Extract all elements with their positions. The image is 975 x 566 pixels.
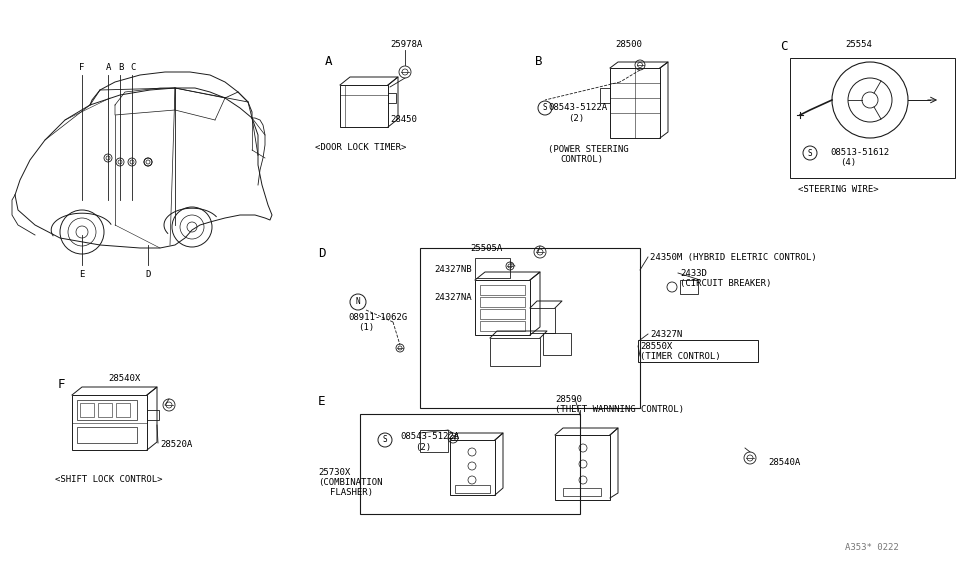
- Text: 25505A: 25505A: [470, 244, 502, 253]
- Bar: [77, 427, 137, 443]
- Text: <STEERING WIRE>: <STEERING WIRE>: [798, 185, 878, 194]
- Text: 28500: 28500: [615, 40, 642, 49]
- Text: 24327N: 24327N: [650, 330, 682, 339]
- Text: 25978A: 25978A: [390, 40, 422, 49]
- Text: (TIMER CONTROL): (TIMER CONTROL): [640, 352, 721, 361]
- Text: 2433D: 2433D: [680, 269, 707, 278]
- Text: 08911-1062G: 08911-1062G: [348, 313, 408, 322]
- Text: E: E: [318, 395, 326, 408]
- Text: 28520A: 28520A: [160, 440, 192, 449]
- Text: A353* 0222: A353* 0222: [845, 543, 899, 552]
- Text: 08543-5122A: 08543-5122A: [548, 103, 607, 112]
- Text: 25730X: 25730X: [318, 468, 350, 477]
- Text: F: F: [79, 63, 85, 72]
- Text: A: A: [106, 63, 111, 72]
- Bar: [420, 248, 640, 408]
- Text: 25554: 25554: [845, 40, 872, 49]
- Bar: [80, 403, 94, 417]
- Text: B: B: [535, 55, 542, 68]
- Text: (2): (2): [415, 443, 431, 452]
- Text: E: E: [79, 270, 85, 279]
- Bar: [77, 400, 137, 420]
- Bar: [360, 414, 580, 514]
- Text: (THEFT WARNNING CONTROL): (THEFT WARNNING CONTROL): [555, 405, 684, 414]
- Text: N: N: [356, 298, 361, 307]
- Bar: [72, 395, 147, 450]
- Bar: [563, 488, 601, 496]
- Text: D: D: [145, 270, 150, 279]
- Bar: [600, 88, 610, 103]
- Text: 08513-51612: 08513-51612: [830, 148, 889, 157]
- Text: (POWER STEERING: (POWER STEERING: [548, 145, 629, 154]
- Text: B: B: [118, 63, 124, 72]
- Text: <SHIFT LOCK CONTROL>: <SHIFT LOCK CONTROL>: [55, 475, 163, 484]
- Text: 08543-5122A: 08543-5122A: [400, 432, 459, 441]
- Text: (1): (1): [358, 323, 374, 332]
- Text: S: S: [807, 148, 812, 157]
- Bar: [555, 435, 610, 500]
- Text: 28540X: 28540X: [108, 374, 140, 383]
- Text: FLASHER): FLASHER): [330, 488, 373, 497]
- Bar: [147, 410, 159, 420]
- Text: 24350M (HYBRID ELETRIC CONTROL): 24350M (HYBRID ELETRIC CONTROL): [650, 253, 817, 262]
- Bar: [388, 93, 396, 103]
- Text: F: F: [58, 378, 65, 391]
- Bar: [475, 280, 530, 335]
- Text: 28450: 28450: [390, 115, 417, 124]
- Text: S: S: [382, 435, 387, 444]
- Text: S: S: [543, 104, 547, 113]
- Text: 28590: 28590: [555, 395, 582, 404]
- Bar: [490, 338, 540, 366]
- Text: (COMBINATION: (COMBINATION: [318, 478, 382, 487]
- Text: C: C: [130, 63, 136, 72]
- Text: C: C: [780, 40, 788, 53]
- Text: 28540A: 28540A: [768, 458, 800, 467]
- Text: D: D: [318, 247, 326, 260]
- Text: CONTROL): CONTROL): [560, 155, 603, 164]
- Bar: [543, 333, 571, 355]
- Text: <DOOR LOCK TIMER>: <DOOR LOCK TIMER>: [315, 143, 407, 152]
- Bar: [455, 485, 490, 493]
- Text: (2): (2): [568, 114, 584, 123]
- Text: (4): (4): [840, 158, 856, 167]
- Bar: [340, 85, 388, 127]
- Text: 28550X: 28550X: [640, 342, 672, 351]
- Text: A: A: [325, 55, 332, 68]
- Bar: [480, 309, 525, 319]
- Bar: [638, 340, 758, 362]
- Bar: [98, 403, 112, 417]
- Bar: [530, 308, 555, 333]
- Bar: [680, 280, 698, 294]
- Bar: [480, 321, 525, 331]
- Text: 24327NB: 24327NB: [434, 265, 472, 274]
- Bar: [116, 403, 130, 417]
- Text: 24327NA: 24327NA: [434, 293, 472, 302]
- Bar: [480, 297, 525, 307]
- Bar: [475, 258, 510, 278]
- Bar: [420, 430, 448, 452]
- Bar: [610, 68, 660, 138]
- Bar: [450, 440, 495, 495]
- Bar: [480, 285, 525, 295]
- Text: (CIRCUIT BREAKER): (CIRCUIT BREAKER): [680, 279, 771, 288]
- Bar: [790, 58, 955, 178]
